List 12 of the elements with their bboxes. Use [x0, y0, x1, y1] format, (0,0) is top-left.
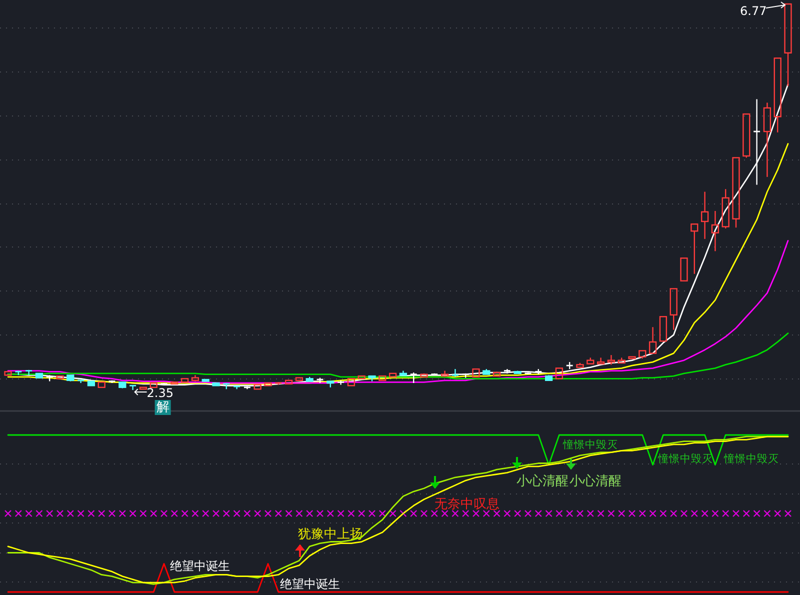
annotation: 2.35 [146, 386, 174, 400]
annotation: 憧憬中毁灭 [723, 452, 780, 465]
annotation: 憧憬中毁灭 [562, 438, 618, 451]
annotation: 绝望中诞生 [170, 559, 230, 573]
annotation: 6.77 [740, 4, 767, 18]
annotation: 憧憬中毁灭 [656, 452, 713, 465]
annotation: 犹豫中上扬 [298, 527, 364, 542]
text: 解 [156, 400, 170, 415]
annotation: 无奈中叹息 [434, 497, 500, 512]
annotation: 小心清醒 [516, 473, 569, 489]
annotation: 小心清醒 [570, 473, 622, 489]
annotation: 绝望中诞生 [280, 577, 340, 591]
